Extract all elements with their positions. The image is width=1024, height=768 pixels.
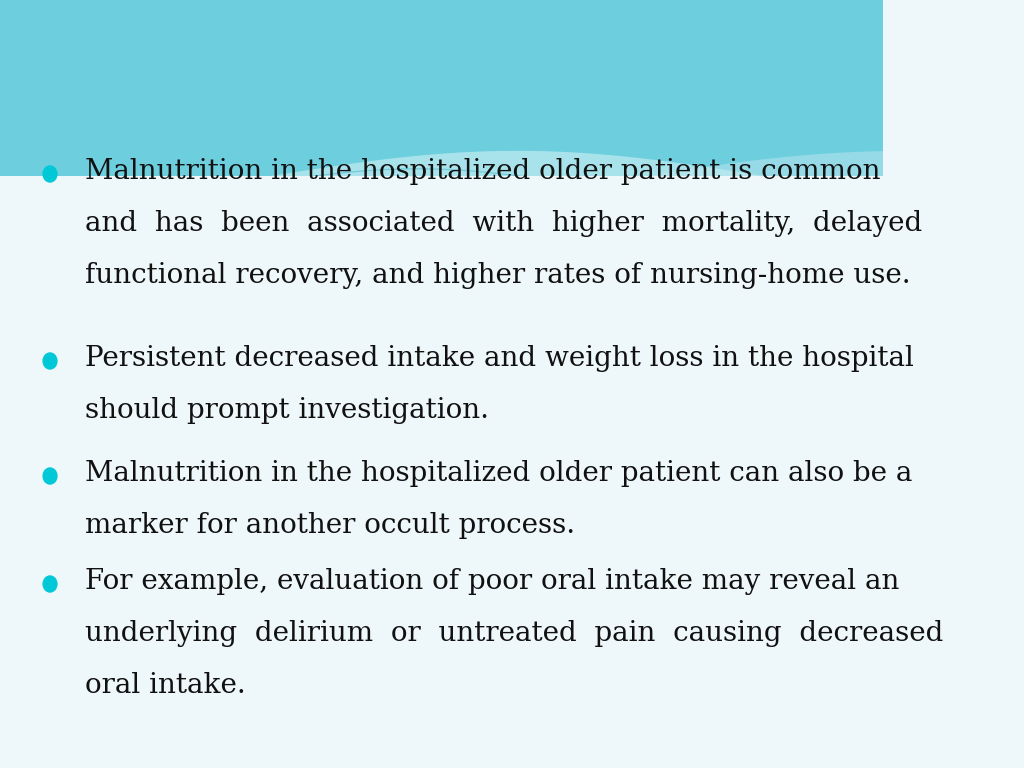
Text: For example, evaluation of poor oral intake may reveal an: For example, evaluation of poor oral int… bbox=[85, 568, 899, 595]
Polygon shape bbox=[0, 176, 884, 768]
Circle shape bbox=[43, 576, 57, 592]
Polygon shape bbox=[0, 0, 884, 262]
Circle shape bbox=[43, 468, 57, 484]
Text: and  has  been  associated  with  higher  mortality,  delayed: and has been associated with higher mort… bbox=[85, 210, 922, 237]
Text: should prompt investigation.: should prompt investigation. bbox=[85, 397, 488, 424]
Text: oral intake.: oral intake. bbox=[85, 672, 246, 699]
Circle shape bbox=[43, 166, 57, 182]
Polygon shape bbox=[0, 151, 884, 313]
Text: Malnutrition in the hospitalized older patient can also be a: Malnutrition in the hospitalized older p… bbox=[85, 460, 912, 487]
Text: functional recovery, and higher rates of nursing-home use.: functional recovery, and higher rates of… bbox=[85, 262, 910, 289]
Text: Malnutrition in the hospitalized older patient is common: Malnutrition in the hospitalized older p… bbox=[85, 158, 880, 185]
Polygon shape bbox=[0, 151, 884, 254]
Text: underlying  delirium  or  untreated  pain  causing  decreased: underlying delirium or untreated pain ca… bbox=[85, 620, 943, 647]
Circle shape bbox=[43, 353, 57, 369]
Text: marker for another occult process.: marker for another occult process. bbox=[85, 512, 574, 539]
Polygon shape bbox=[0, 180, 884, 296]
Text: Persistent decreased intake and weight loss in the hospital: Persistent decreased intake and weight l… bbox=[85, 345, 913, 372]
